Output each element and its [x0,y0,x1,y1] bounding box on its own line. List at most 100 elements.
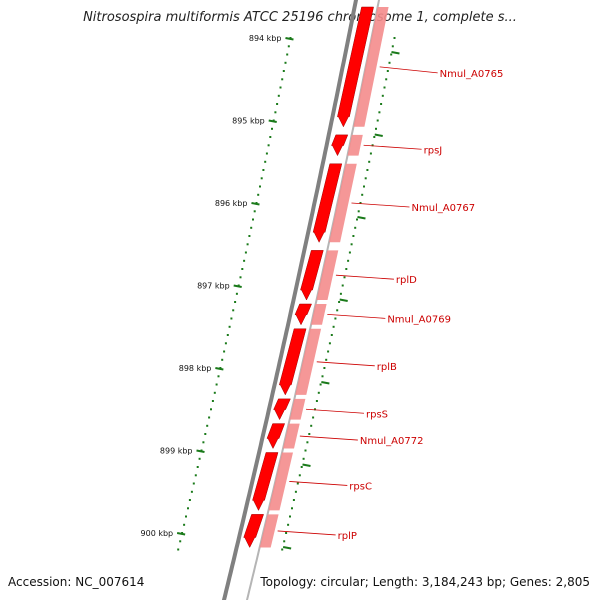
minor-tick [262,169,265,171]
minor-tick [363,185,365,188]
minor-tick [223,350,226,353]
minor-tick [187,507,189,510]
minor-tick [281,548,284,551]
gene-arrow [294,303,312,326]
minor-tick [361,193,364,196]
kbp-tick-label: 895 kbp [232,117,265,126]
minor-tick [204,433,207,435]
minor-tick [179,540,182,543]
gene-band [289,398,306,420]
gene-arrow [331,134,349,157]
minor-tick [325,358,328,361]
minor-tick [357,210,360,213]
minor-tick [194,474,197,477]
gene-band [311,304,327,325]
major-tick [339,298,348,302]
major-tick [391,51,400,55]
minor-tick [285,532,288,534]
gene-arrow [266,423,286,450]
major-tick [285,37,294,41]
minor-tick [253,210,256,213]
gene-label: rpsS [366,409,388,420]
backbone-line [221,0,359,600]
minor-tick [259,185,261,188]
minor-tick [269,136,272,138]
minor-tick [185,515,187,518]
gene-label: Nmul_A0772 [360,436,424,447]
gene-layer [243,6,389,549]
minor-tick [336,309,339,312]
gene-label: rplD [396,275,417,286]
major-tick [251,202,260,206]
minor-tick [246,243,249,246]
minor-tick [373,136,376,138]
minor-tick [312,416,315,419]
minor-tick [343,276,346,279]
major-tick [215,367,224,371]
backbone-inner-line [245,0,381,600]
minor-tick [287,45,290,48]
minor-tick [277,94,280,97]
minor-tick [291,507,293,510]
minor-tick [341,284,344,287]
minor-tick [393,37,396,39]
minor-tick [267,144,270,147]
minor-tick [294,490,297,493]
gene-label: Nmul_A0767 [411,203,475,214]
gene-leader-line [299,435,358,441]
gene-arrow [278,328,307,396]
minor-tick [350,243,353,246]
minor-tick [359,202,362,204]
gene-leader-line [277,530,336,536]
major-tick [196,449,205,453]
gene-leader-line [335,274,394,280]
minor-tick [368,160,371,163]
minor-tick [224,342,227,345]
gene-leader-line [327,313,386,319]
kbp-tick-label: 896 kbp [215,199,248,208]
minor-tick [239,276,242,279]
minor-tick [271,127,273,130]
minor-tick [243,259,246,262]
kbp-tick-label: 897 kbp [197,282,230,291]
minor-tick [371,144,374,147]
gene-arrow [273,398,291,421]
minor-tick [300,466,303,468]
minor-tick [221,358,224,361]
minor-tick [380,103,383,105]
minor-tick [265,152,268,155]
minor-tick [304,449,307,452]
gene-band [347,134,363,156]
major-tick [282,546,292,550]
minor-tick [244,251,247,254]
minor-tick [208,416,211,419]
minor-tick [354,226,357,229]
topology-summary: Topology: circular; Length: 3,184,243 bp… [260,575,590,589]
minor-tick [226,334,229,336]
minor-tick [202,441,205,444]
minor-tick [317,391,320,394]
minor-tick [206,424,209,427]
gene-arrow [337,6,374,128]
minor-tick [364,177,367,180]
gene-label: Nmul_A0769 [387,314,451,325]
minor-tick [328,342,331,345]
gene-band [329,163,357,243]
minor-tick [314,408,316,411]
minor-tick [252,218,254,221]
minor-tick [315,400,318,402]
minor-tick [330,334,333,336]
minor-tick [321,375,324,378]
minor-tick [211,400,214,402]
gene-arrow [243,514,264,549]
gene-leader-line [351,202,410,208]
minor-tick [260,177,263,180]
minor-tick [310,424,313,427]
gene-leader-line [289,481,348,486]
minor-tick [366,169,369,171]
minor-tick [234,301,237,303]
minor-tick [282,70,285,72]
minor-tick [274,111,277,114]
major-tick [357,216,366,220]
